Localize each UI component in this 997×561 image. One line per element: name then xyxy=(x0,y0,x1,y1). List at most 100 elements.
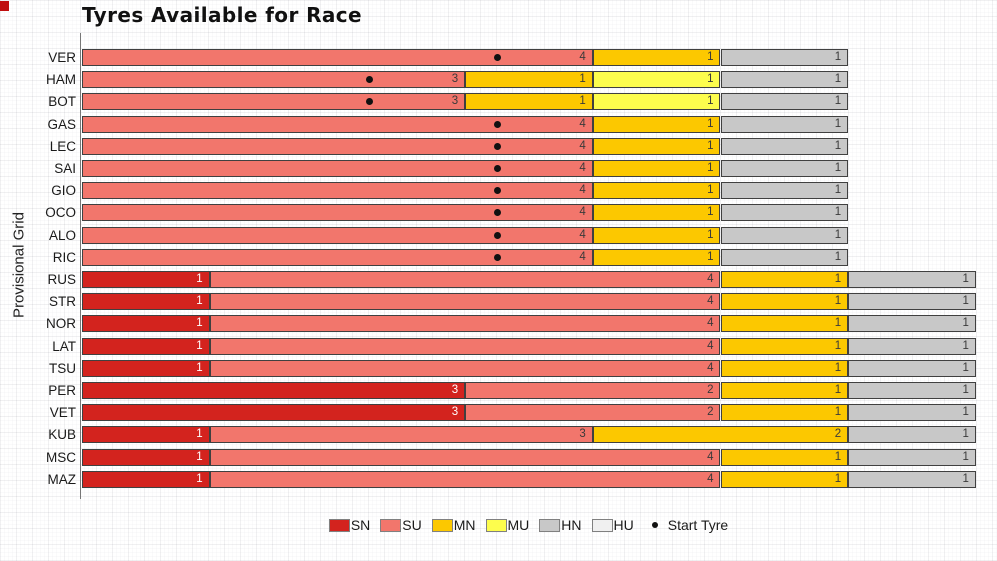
start-tyre-dot-icon xyxy=(651,522,658,528)
segment-value: 1 xyxy=(834,450,842,463)
segment-value: 1 xyxy=(834,73,842,86)
legend-label-su: SU xyxy=(402,517,422,533)
segment-value: 1 xyxy=(707,95,714,108)
bar-segment-mn: 1 xyxy=(465,71,593,89)
segment-value: 4 xyxy=(579,162,586,174)
bar-segment-sn: 1 xyxy=(82,271,210,288)
segment-value: 4 xyxy=(579,139,586,152)
start-tyre-dot xyxy=(493,231,501,239)
start-tyre-dot xyxy=(493,120,501,128)
driver-label-bot: BOT xyxy=(48,94,76,110)
legend-swatch-su xyxy=(380,518,402,532)
segment-value: 2 xyxy=(707,406,714,419)
segment-value: 1 xyxy=(834,406,842,419)
bar-segment-hn: 1 xyxy=(720,49,849,66)
bar-segment-mn: 1 xyxy=(720,293,849,311)
bar-segment-sn: 3 xyxy=(82,382,466,399)
legend-swatch-hu xyxy=(591,518,613,532)
driver-label-ric: RIC xyxy=(52,249,76,265)
bar-segment-hn: 1 xyxy=(720,204,849,222)
legend-swatch-hn xyxy=(539,518,561,532)
bar-segment-hn: 1 xyxy=(848,271,976,288)
bar-segment-su: 4 xyxy=(209,470,721,488)
segment-value: 1 xyxy=(834,117,842,130)
segment-value: 1 xyxy=(707,117,714,130)
legend-swatch-mu xyxy=(485,518,507,532)
bar-segment-hn: 1 xyxy=(720,248,849,266)
bar-segment-mu: 1 xyxy=(592,93,721,111)
bar-segment-su: 4 xyxy=(82,115,593,133)
bar-segment-sn: 1 xyxy=(82,448,210,466)
bar-segment-su: 4 xyxy=(82,248,593,266)
bar-segment-hn: 1 xyxy=(720,115,849,133)
driver-label-rus: RUS xyxy=(47,272,76,287)
bar-segment-sn: 3 xyxy=(82,404,466,422)
segment-value: 4 xyxy=(707,450,714,463)
segment-value: 1 xyxy=(834,95,842,108)
segment-value: 1 xyxy=(196,295,203,308)
start-tyre-dot xyxy=(365,98,373,106)
segment-value: 1 xyxy=(196,428,203,441)
bar-segment-mn: 1 xyxy=(465,93,593,111)
segment-value: 1 xyxy=(834,228,842,241)
bar-segment-su: 2 xyxy=(465,404,721,422)
driver-label-gio: GIO xyxy=(51,183,76,199)
bar-segment-mn: 1 xyxy=(592,115,721,133)
chart-title: Tyres Available for Race xyxy=(82,3,362,27)
segment-value: 1 xyxy=(834,295,842,308)
bar-segment-su: 4 xyxy=(209,293,721,311)
segment-value: 3 xyxy=(451,406,459,419)
y-axis-line xyxy=(80,33,81,499)
bar-segment-su: 4 xyxy=(82,137,593,155)
segment-value: 1 xyxy=(962,339,969,352)
segment-value: 3 xyxy=(451,73,459,86)
bar-segment-sn: 1 xyxy=(82,359,210,377)
segment-value: 1 xyxy=(834,250,842,263)
segment-value: 4 xyxy=(579,117,586,130)
segment-value: 4 xyxy=(579,51,586,63)
segment-value: 4 xyxy=(707,317,714,330)
legend-label-sn: SN xyxy=(350,517,371,533)
segment-value: 1 xyxy=(196,317,203,330)
bar-segment-mn: 1 xyxy=(720,315,849,333)
bar-segment-mn: 1 xyxy=(720,337,849,355)
start-tyre-dot xyxy=(493,253,501,261)
legend-item-hu: HU xyxy=(591,517,634,533)
legend-item-mn: MN xyxy=(431,517,476,533)
bar-segment-mu: 1 xyxy=(592,71,721,89)
segment-value: 4 xyxy=(707,361,714,374)
bar-segment-su: 4 xyxy=(82,226,593,244)
bar-segment-su: 3 xyxy=(209,426,593,444)
start-tyre-dot xyxy=(493,187,501,195)
driver-label-lat: LAT xyxy=(52,338,76,354)
segment-value: 1 xyxy=(834,206,842,219)
driver-label-maz: MAZ xyxy=(47,471,77,487)
bar-segment-su: 4 xyxy=(209,448,721,466)
segment-value: 2 xyxy=(707,384,714,396)
bar-segment-sn: 1 xyxy=(82,315,210,333)
bar-segment-mn: 1 xyxy=(592,204,721,222)
bar-segment-sn: 1 xyxy=(82,337,210,355)
segment-value: 1 xyxy=(707,51,714,63)
legend-swatch-sn xyxy=(328,518,350,532)
driver-label-ver: VER xyxy=(48,50,76,65)
corner-logo xyxy=(0,1,9,11)
legend-item-mu: MU xyxy=(485,517,529,533)
bar-segment-hn: 1 xyxy=(720,182,849,200)
bar-segment-hn: 1 xyxy=(848,337,976,355)
bar-segment-mn: 1 xyxy=(720,470,849,488)
legend-item-sn: SN xyxy=(328,517,371,533)
segment-value: 3 xyxy=(451,95,459,108)
bar-segment-hn: 1 xyxy=(848,404,976,422)
segment-value: 1 xyxy=(834,384,842,396)
segment-value: 4 xyxy=(707,295,714,308)
legend-item-su: SU xyxy=(380,517,422,533)
legend-label-hn: HN xyxy=(561,517,582,533)
segment-value: 1 xyxy=(196,472,203,485)
bar-segment-hn: 1 xyxy=(720,160,849,177)
bar-segment-su: 4 xyxy=(82,182,593,200)
bar-segment-mn: 1 xyxy=(720,448,849,466)
segment-value: 4 xyxy=(579,228,586,241)
segment-value: 4 xyxy=(707,273,714,285)
chart-legend: SN SU MN MU HN HU Start Tyre xyxy=(60,514,997,536)
